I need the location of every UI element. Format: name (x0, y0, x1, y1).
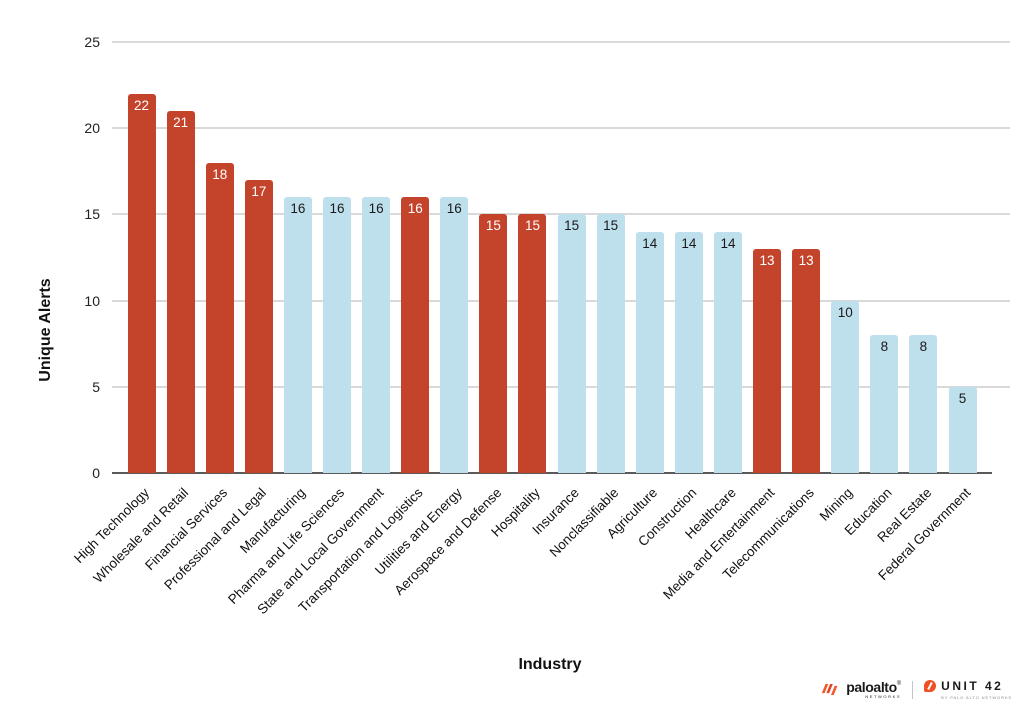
y-tick-label: 10 (84, 292, 100, 309)
bar-value-label: 8 (919, 339, 928, 355)
bar: 8 (870, 335, 899, 473)
bar-value-label: 14 (720, 235, 736, 251)
bar-slot: 15 Hospitality (488, 42, 552, 540)
bar: 14 (713, 231, 742, 473)
bar: 16 (440, 197, 469, 473)
bar: 15 (596, 214, 625, 473)
logo-divider (912, 680, 914, 699)
bar-slot: 16 Pharma and Life Sciences (226, 42, 356, 607)
bar-value-label: 21 (173, 114, 189, 130)
bar-slot: 18 Financial Services (142, 42, 239, 573)
unit42-logo: UNIT 42 BY PALO ALTO NETWORKS (924, 679, 1012, 700)
registered-mark: ® (896, 681, 902, 687)
bar-value-label: 18 (212, 166, 228, 182)
bar-slot: 14 Healthcare (682, 42, 747, 542)
x-axis-title: Industry (518, 656, 582, 673)
bar: 18 (205, 162, 234, 473)
bar-value-label: 14 (681, 235, 697, 251)
bar-slot: 21 Wholesale and Retail (90, 42, 200, 586)
plot-area: 22 High Technology 21 Wholesale and Retail 1… (71, 41, 1010, 617)
bar-slot: 14 Construction (635, 42, 708, 549)
paloalto-icon (822, 684, 838, 695)
bar-value-label: 16 (290, 201, 306, 217)
bar-value-label: 13 (798, 252, 814, 268)
bar-slot: 22 High Technology (71, 42, 161, 566)
bar-value-label: 5 (958, 390, 967, 406)
bar: 21 (166, 110, 195, 473)
y-tick-label: 5 (92, 378, 100, 395)
y-tick-label: 20 (84, 120, 100, 137)
bar-slot: 15 Aerospace and Defense (391, 42, 513, 598)
bar-value-label: 16 (446, 201, 462, 217)
bar-value-label: 16 (368, 201, 384, 217)
bar-value-label: 16 (329, 201, 345, 217)
bars-container: 22 High Technology 21 Wholesale and Retail 1… (71, 42, 982, 617)
gridline (112, 41, 1010, 43)
bar: 13 (753, 248, 782, 473)
bar: 14 (674, 231, 703, 473)
bar-value-label: 15 (485, 218, 501, 234)
bar-value-label: 17 (251, 183, 267, 199)
x-tick-label: Nonclassifiable (546, 485, 622, 560)
bar-slot: 15 Nonclassifiable (546, 42, 630, 560)
bar-slot: 8 Real Estate (874, 42, 943, 545)
bar: 22 (127, 93, 156, 473)
bar: 13 (792, 248, 821, 473)
bar: 15 (479, 214, 508, 473)
unit42-icon (924, 680, 937, 692)
bar-slot: 10 Mining (817, 42, 865, 524)
bar-value-label: 16 (407, 201, 423, 217)
bar-slot: 15 Insurance (530, 42, 591, 538)
bar: 15 (518, 214, 547, 473)
paloalto-logo: paloalto ® NETWORKS (820, 680, 901, 699)
bar-value-label: 15 (564, 218, 580, 234)
bar-value-label: 22 (134, 97, 150, 113)
bar-slot: 8 Education (842, 42, 904, 538)
y-tick-label: 25 (84, 34, 100, 50)
bar-value-label: 13 (759, 252, 775, 268)
bar: 15 (557, 214, 586, 473)
bar: 14 (635, 231, 664, 473)
bar: 16 (401, 197, 430, 473)
bar: 16 (362, 197, 391, 473)
paloalto-wordmark: paloalto (846, 679, 897, 695)
bar-value-label: 14 (642, 235, 658, 251)
gridline (112, 127, 1010, 130)
bar-value-label: 15 (603, 218, 619, 234)
bar-slot: 16 Manufacturing (237, 42, 317, 556)
bar: 17 (244, 179, 273, 473)
bar-slot: 5 Federal Government (875, 42, 982, 583)
bar: 16 (323, 197, 352, 473)
bar-value-label: 10 (837, 304, 853, 320)
y-tick-label: 0 (92, 465, 100, 481)
bar-slot: 16 State and Local Government (255, 42, 396, 617)
bar: 10 (831, 300, 860, 473)
bar: 5 (948, 386, 977, 473)
bar: 16 (283, 197, 312, 473)
bar-slot: 17 Professional and Legal (162, 42, 278, 593)
bar-value-label: 8 (880, 339, 889, 355)
bar: 8 (909, 335, 938, 473)
bar-slot: 13 Media and Entertainment (660, 42, 787, 602)
bar-value-label: 15 (524, 218, 540, 234)
bar-slot: 14 Agriculture (604, 42, 669, 541)
x-axis-line (112, 472, 992, 474)
unit42-wordmark: UNIT 42 (941, 679, 1004, 693)
bar-slot: 16 Utilities and Energy (372, 42, 474, 578)
unit42-subtext: BY PALO ALTO NETWORKS (941, 695, 1012, 700)
y-tick-label: 15 (84, 206, 100, 223)
bar-slot: 16 Transportation and Logistics (296, 42, 435, 615)
paloalto-networks-subtext: NETWORKS (865, 694, 902, 699)
footer-logos: paloalto ® NETWORKS UNIT 42 BY PALO ALTO … (820, 679, 1012, 700)
bar-slot: 13 Telecommunications (720, 42, 826, 582)
